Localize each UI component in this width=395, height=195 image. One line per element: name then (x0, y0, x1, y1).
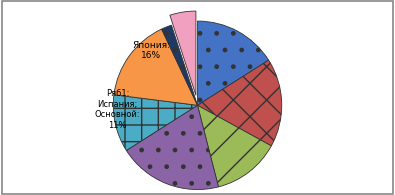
Wedge shape (198, 60, 282, 146)
Wedge shape (113, 95, 198, 150)
Wedge shape (170, 11, 196, 95)
Wedge shape (198, 21, 269, 105)
Text: Ряб1:
Испания;
Основной:
11%: Ряб1: Испания; Основной: 11% (95, 90, 140, 130)
Wedge shape (198, 105, 271, 187)
Wedge shape (126, 105, 218, 190)
Wedge shape (162, 25, 198, 105)
Wedge shape (114, 29, 198, 105)
Text: Япония:
16%: Япония: 16% (132, 41, 170, 60)
